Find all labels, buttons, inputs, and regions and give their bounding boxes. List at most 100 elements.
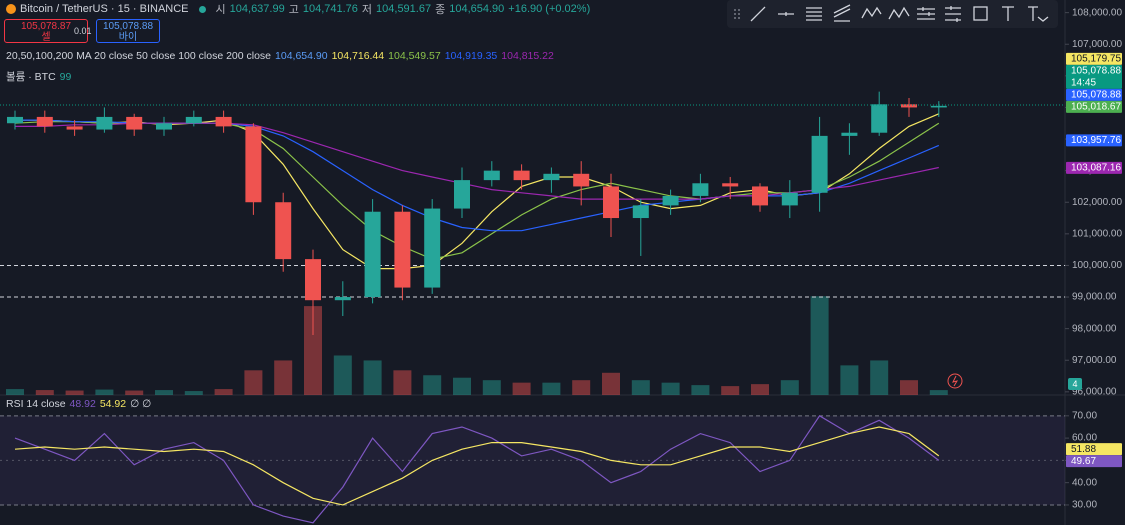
candle-body [7,116,23,124]
candle-body [96,116,113,130]
fib-tool[interactable] [833,4,851,22]
buy-price: 105,078.88 [102,21,154,32]
symbol[interactable]: Bitcoin / TetherUS · 15 · BINANCE [20,3,189,15]
candle-body [156,123,172,130]
alert-icon[interactable] [947,373,963,389]
candle-body [126,116,143,130]
ma-line [15,119,940,232]
text-tool[interactable] [1002,6,1014,21]
drag-handle[interactable] [734,9,740,19]
volume-bar [155,390,173,395]
volume-bar [780,380,799,395]
volume-bar [65,390,84,395]
volume-bar [721,386,740,395]
candle-body [901,104,917,108]
candle-body [811,135,828,193]
price-tag-label: 105,179.75 [1071,53,1121,64]
volume-axis-tag: 4 [1068,378,1082,390]
volume-bar [542,382,561,395]
volume-bar [184,391,203,395]
ohlc-label: 저 [361,4,373,16]
candle-body [364,211,381,298]
sell-button[interactable]: 105,078.87 셀 [4,19,88,43]
candle-body [930,105,947,108]
candle-body [722,183,739,187]
ohlc-value: 104,654.90 [449,3,505,15]
change: +16.90 (+0.02%) [508,3,591,15]
price-tag-label: 105,078.88 [1071,89,1121,100]
price-tag [1066,88,1122,101]
y-tick-label: 70.00 [1072,410,1097,421]
horizontal-ray-tool[interactable] [778,12,794,16]
ma-legend-label[interactable]: 20,50,100,200 MA 20 close 50 close 100 c… [6,50,272,62]
parallel-channel-tool[interactable] [806,7,822,21]
pattern-tool[interactable] [861,6,882,19]
rsi-legend: RSI 14 close 48.92 54.92 ∅ ∅ [6,398,151,410]
volume-legend-label[interactable]: 볼륨 · BTC [6,71,56,83]
ma-line [15,122,939,200]
volume-legend: 볼륨 · BTC 99 [6,69,71,84]
price-tag-label: 49.67 [1071,456,1096,467]
more-tools[interactable] [1028,6,1049,22]
price-tag-label: 103,957.76 [1071,135,1121,146]
volume-bar [751,384,769,395]
price-tag [1066,64,1122,89]
position-tool[interactable] [945,6,961,22]
range-tool[interactable] [917,7,935,20]
toolbar-icons [734,4,1049,22]
buy-label: 바이 [118,32,138,43]
buy-button[interactable]: 105,078.88 바이 [96,19,160,43]
candle-body [662,195,679,206]
volume-bar [423,375,442,395]
volume-bar [572,380,591,395]
candle-body [752,186,768,206]
ohlc-value: 104,741.76 [302,3,358,15]
rsi-line [14,426,940,506]
y-tick-label: 60.00 [1072,433,1097,444]
candle-body [334,297,351,301]
y-tick-label: 97,000.00 [1072,355,1117,366]
candle-body [632,205,649,219]
price-tag-label: 103,087.16 [1071,163,1121,174]
y-tick-label: 96,000.00 [1072,386,1117,397]
candle-body [692,183,709,196]
price-tag [1066,52,1122,65]
ma-legend-value: 104,654.90 [275,50,328,62]
volume-bar [900,380,918,395]
candle-body [394,211,411,288]
volume-bar [6,389,24,395]
candle-body [185,116,202,124]
price-tag [1066,455,1122,468]
candle-body [603,186,619,219]
volume-bar [214,389,233,395]
volume-bar [631,380,650,395]
ohlc-label: 종 [435,4,446,16]
rsi-legend-label[interactable]: RSI 14 close [6,398,66,410]
ohlc-label: 고 [288,4,299,16]
y-tick-label: 99,000.00 [1072,292,1117,303]
candle-body [454,180,470,209]
y-tick-label: 40.00 [1072,477,1097,488]
price-tag [1066,443,1122,456]
candle-body [305,259,321,301]
candle-body [781,192,798,206]
price-tag [1066,161,1122,174]
trend-line-tool[interactable] [750,6,766,22]
ma-legend-value: 104,919.35 [444,50,498,62]
ma-line [14,121,940,260]
rsi-legend-value: 54.92 [99,398,127,410]
candle-body [573,173,590,187]
y-tick-label: 102,000.00 [1072,197,1122,208]
candle-body [543,173,560,181]
volume-bar [304,306,322,395]
spread: 0.01 [74,26,92,36]
ma-legend-value: 104,815.22 [501,50,554,62]
elliott-tool[interactable] [888,6,910,20]
y-tick-label: 30.00 [1072,500,1097,511]
status-dot [198,5,206,13]
ohlc-value: 104,637.99 [229,3,285,15]
candle-body [483,170,500,181]
shape-tool[interactable] [973,6,988,21]
